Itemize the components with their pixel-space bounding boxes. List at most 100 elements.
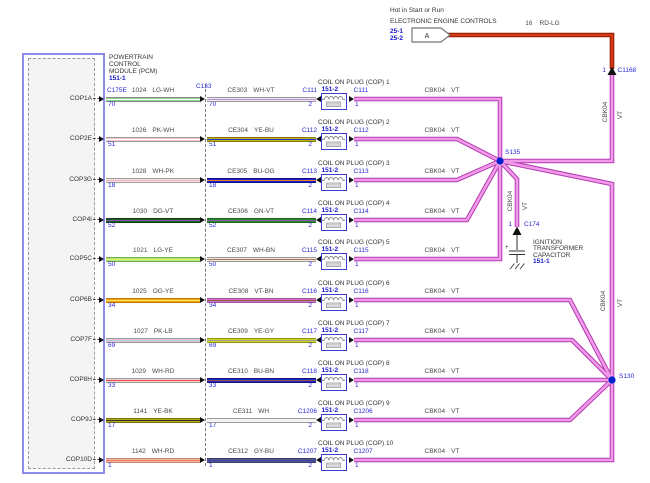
- pcm-connector-arrow-icon: [99, 217, 104, 223]
- page-ref-25-1[interactable]: 25-1: [390, 28, 404, 35]
- capacitor-page-ref[interactable]: 151-1: [533, 258, 550, 265]
- pcm-pin-stub: [93, 179, 100, 180]
- wire-segment-harness: [206, 177, 316, 183]
- coil-pin-out-number: 1: [355, 421, 359, 429]
- trunk-circuit: CBK04: [424, 367, 446, 375]
- feed-connector-flag[interactable]: A: [411, 27, 451, 43]
- coil-left-arrow-icon: [315, 417, 321, 423]
- c133-pin-number: 70: [209, 100, 217, 108]
- feed-wire-color-code: RD-LG: [539, 20, 560, 27]
- coil-connector-left-label[interactable]: C114: [301, 207, 317, 215]
- page-ref-25-2[interactable]: 25-2: [390, 35, 404, 42]
- coil-connector-right-label[interactable]: C117: [353, 327, 369, 335]
- coil-pin-out-number: 1: [355, 100, 359, 108]
- c174-pin-number: 1: [508, 220, 512, 228]
- coil-page-ref[interactable]: 151-2: [321, 85, 339, 93]
- coil-symbol[interactable]: [321, 133, 347, 150]
- trunk-color-code: VT: [451, 407, 460, 415]
- coil-connector-left-label[interactable]: C115: [301, 246, 317, 254]
- coil-connector-left-label[interactable]: C117: [301, 327, 317, 335]
- coil-page-ref[interactable]: 151-2: [321, 366, 339, 374]
- wire2-label: CE310 BU-BN: [207, 368, 295, 376]
- coil-connector-left-label[interactable]: C116: [301, 287, 317, 295]
- wire2-color-code: WH: [258, 407, 270, 415]
- wire1-circuit: 1024: [131, 86, 147, 94]
- coil-connector-left-label[interactable]: C1207: [297, 447, 317, 455]
- wire-segment-pcm: [105, 256, 200, 262]
- pcm-pin-number: 69: [108, 341, 116, 349]
- coil-left-arrow-icon: [315, 217, 321, 223]
- coil-page-ref[interactable]: 151-2: [321, 125, 339, 133]
- coil-title: COIL ON PLUG (COP) 7: [318, 320, 390, 327]
- wire1-circuit: 1029: [131, 367, 147, 375]
- coil-connector-left-label[interactable]: C1206: [297, 407, 317, 415]
- coil-connector-left-label[interactable]: C111: [302, 86, 317, 94]
- coil-symbol[interactable]: [321, 414, 347, 431]
- wire2-label: CE309 YE-GY: [207, 328, 295, 336]
- splice-s130-label[interactable]: S130: [619, 372, 635, 380]
- coil-left-arrow-icon: [315, 457, 321, 463]
- splice-dot-s130[interactable]: [608, 376, 616, 384]
- coil-connector-right-label[interactable]: C1207: [353, 447, 373, 455]
- coil-connector-left-label[interactable]: C113: [301, 167, 317, 175]
- coil-connector-right-label[interactable]: C118: [353, 367, 369, 375]
- coil-symbol[interactable]: [321, 214, 347, 231]
- c133-arrow-icon: [200, 337, 205, 343]
- pcm-page-ref[interactable]: 151-1: [109, 74, 126, 82]
- c133-arrow-icon: [200, 417, 205, 423]
- coil-connector-left-label[interactable]: C112: [301, 126, 317, 134]
- coil-page-ref[interactable]: 151-2: [321, 245, 339, 253]
- coil-connector-right-label[interactable]: C112: [353, 126, 369, 134]
- coil-pin-out-number: 1: [355, 140, 359, 148]
- wire1-color-code: LG-WH: [152, 86, 175, 94]
- splice-dot-s135[interactable]: [496, 157, 504, 165]
- wire1-circuit: 1142: [131, 447, 146, 455]
- c1168-connector-label[interactable]: C1168: [617, 66, 637, 74]
- coil-symbol[interactable]: [321, 253, 347, 270]
- coil-pin-in-number: 2: [308, 260, 312, 268]
- pcm-connector-label[interactable]: C175E: [107, 86, 127, 94]
- c174-connector-label[interactable]: C174: [524, 220, 540, 228]
- coil-connector-right-label[interactable]: C114: [353, 207, 369, 215]
- coil-connector-right-label[interactable]: C113: [353, 167, 369, 175]
- coil-page-ref[interactable]: 151-2: [321, 406, 339, 414]
- wire1-color-code: WH-RD: [151, 447, 175, 455]
- wire-segment-pcm: [105, 417, 200, 423]
- pcm-connector-arrow-icon: [99, 96, 104, 102]
- coil-connector-left-label[interactable]: C118: [301, 367, 317, 375]
- coil-connector-right-label[interactable]: C111: [353, 86, 369, 94]
- coil-connector-right-label[interactable]: C115: [353, 246, 369, 254]
- pcm-pin-name: COP10D: [65, 455, 92, 463]
- coil-symbol[interactable]: [321, 93, 347, 110]
- pcm-pin-name: COP4I: [72, 215, 92, 223]
- coil-connector-right-label[interactable]: C116: [353, 287, 369, 295]
- coil-page-ref[interactable]: 151-2: [321, 206, 339, 214]
- coil-symbol[interactable]: [321, 294, 347, 311]
- c133-pin-number: 52: [209, 221, 217, 229]
- coil-symbol[interactable]: [321, 374, 347, 391]
- wire1-color-code: WH-PK: [152, 167, 175, 175]
- coil-page-ref[interactable]: 151-2: [321, 446, 339, 454]
- coil-symbol[interactable]: [321, 334, 347, 351]
- coil-right-arrow-icon: [348, 337, 354, 343]
- coil-page-ref[interactable]: 151-2: [321, 326, 339, 334]
- c133-connector-label[interactable]: C133: [196, 82, 212, 90]
- coil-symbol[interactable]: [321, 174, 347, 191]
- c133-pin-number: 33: [209, 381, 217, 389]
- coil-page-ref[interactable]: 151-2: [321, 166, 339, 174]
- trunk-wire-label: CBK04 VT: [392, 87, 492, 95]
- connector-a-label: A: [425, 33, 430, 40]
- pcm-pin-stub: [93, 379, 100, 380]
- coil-glyph: [322, 297, 345, 308]
- splice-s135-label[interactable]: S135: [505, 148, 521, 156]
- coil-page-ref[interactable]: 151-2: [321, 286, 339, 294]
- coil-glyph: [322, 136, 345, 147]
- system-label: ELECTRONIC ENGINE CONTROLS: [390, 18, 497, 25]
- trunk-color-code: VT: [451, 246, 460, 254]
- pcm-pin-name: COP6B: [69, 295, 92, 303]
- pcm-pin-stub: [93, 258, 100, 259]
- coil-symbol[interactable]: [321, 454, 347, 471]
- coil-connector-right-label[interactable]: C1206: [353, 407, 373, 415]
- wire-segment-harness: [206, 256, 316, 262]
- wire1-circuit: 1026: [131, 126, 147, 134]
